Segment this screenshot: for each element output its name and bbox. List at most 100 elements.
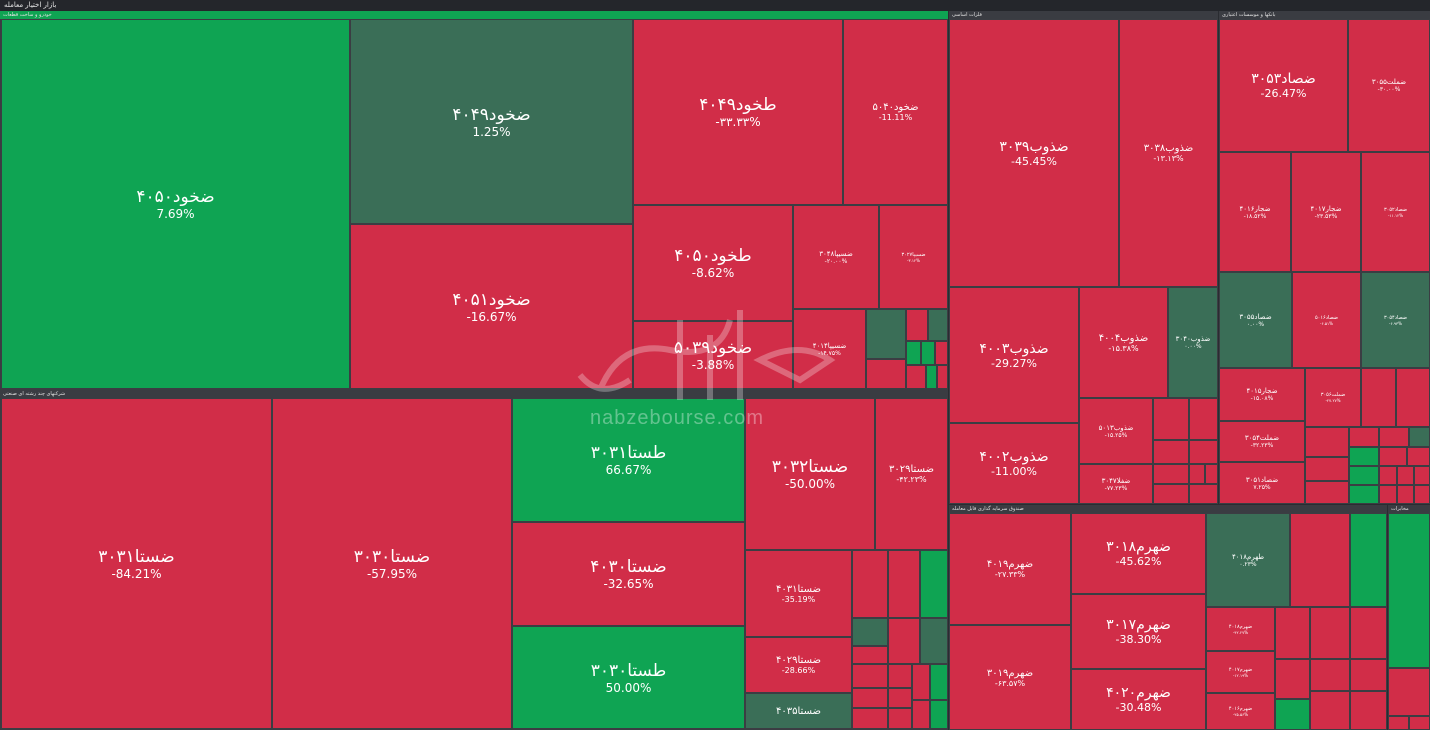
tile-small[interactable] (1189, 440, 1218, 464)
tile-tkhod4049[interactable]: طخود۴۰۴۹ -۳۳.۳۳% (633, 19, 843, 205)
tile-small[interactable] (852, 688, 888, 708)
tile-small[interactable] (1305, 427, 1349, 457)
tile-small[interactable] (1153, 484, 1189, 504)
tile-zohrom3017[interactable]: ضهرم۳۰۱۷ -38.30% (1071, 594, 1206, 669)
tile-zohrom4019[interactable]: ضهرم۴۰۱۹ -۲۷.۳۳% (949, 513, 1071, 625)
tile-tohrom4018[interactable]: طهرم۴۰۱۸ ۰.۲۳% (1206, 513, 1290, 607)
tile-small[interactable] (1349, 485, 1379, 504)
tile-small[interactable] (1350, 513, 1387, 607)
tile-zjar4017[interactable]: ضجار۴۰۱۷ -۲۳.۵۳% (1291, 152, 1361, 272)
tile-zohrom3019[interactable]: ضهرم۳۰۱۹ -۶۳.۵۷% (949, 625, 1071, 730)
tile-small[interactable] (1153, 464, 1189, 484)
tile-small[interactable] (1153, 398, 1189, 440)
tile-small[interactable] (1379, 447, 1407, 466)
tile-small[interactable] (852, 664, 888, 688)
tile-small[interactable] (1379, 466, 1397, 485)
tile-small[interactable] (1275, 699, 1310, 730)
tile-zohrom4018[interactable]: ضهرم۴۰۱۸ -۴۲.۲۷% (1206, 607, 1275, 651)
tile-small[interactable] (888, 618, 920, 664)
tile-zsipa3027[interactable]: ضسیپا۳۰۲۷ -۳.۱۲% (879, 205, 948, 309)
tile-small[interactable] (1349, 447, 1379, 466)
tile-small[interactable] (1290, 513, 1350, 607)
tile-zkhod5040[interactable]: ضخود۵۰۴۰ -11.11% (843, 19, 948, 205)
tile-small[interactable] (1349, 466, 1379, 485)
tile-zkhod5039[interactable]: ضخود۵۰۳۹ -3.88% (633, 321, 793, 389)
tile-zsta4035[interactable]: ضستا۴۰۳۵ (745, 693, 852, 729)
tile-small[interactable] (1388, 716, 1409, 730)
tile-small[interactable] (1397, 485, 1414, 504)
tile-zkhod4049[interactable]: ضخود۴۰۴۹ 1.25% (350, 19, 633, 224)
tile-small[interactable] (852, 708, 888, 729)
tile-small[interactable] (1189, 484, 1218, 504)
tile-zzob4003[interactable]: ضذوب۴۰۰۳ -29.27% (949, 287, 1079, 423)
tile-zohrom3018[interactable]: ضهرم۳۰۱۸ -45.62% (1071, 513, 1206, 594)
tile-zzob3038[interactable]: ضذوب۳۰۳۸ -۱۳.۱۳% (1119, 19, 1218, 287)
tile-small[interactable] (935, 341, 948, 365)
tile-small[interactable] (1361, 368, 1396, 427)
tile-small[interactable] (1350, 607, 1387, 659)
tile-zjar4016[interactable]: ضجار۴۰۱۶ -۱۸.۵۲% (1219, 152, 1291, 272)
tile-zzob3040[interactable]: ضذوب۳۰۴۰ ۰.۰۰% (1168, 287, 1218, 398)
tile-small[interactable] (1407, 447, 1430, 466)
tile-zohrom4020[interactable]: ضهرم۴۰۲۰ -30.48% (1071, 669, 1206, 730)
tile-zsta4031[interactable]: ضستا۴۰۳۱ -35.19% (745, 550, 852, 637)
tile-small[interactable] (1397, 466, 1414, 485)
tile-small[interactable] (1189, 398, 1218, 440)
tile-small[interactable] (1414, 466, 1430, 485)
tile-zohrom4016[interactable]: ضهرم۴۰۱۶ -۲۵.۵۶% (1206, 693, 1275, 730)
tile-small[interactable] (1310, 659, 1350, 691)
tile-small[interactable] (888, 550, 920, 618)
tile-zsta3029[interactable]: ضستا۳۰۲۹ -۴۲.۲۳% (875, 398, 948, 550)
tile-zmelt3054[interactable]: ضملت۳۰۵۴ -۳۲.۲۳% (1219, 421, 1305, 462)
tile-small[interactable] (1275, 659, 1310, 699)
tile-zmelt3055[interactable]: ضملت۳۰۵۵ -۳۰.۰۰% (1348, 19, 1430, 152)
tile-small[interactable] (1396, 368, 1430, 427)
tile-zsad5016[interactable]: ضصاد۵۰۱۶ -۶.۵۱% (1292, 272, 1361, 368)
tile-zsta4029[interactable]: ضستا۴۰۲۹ -28.66% (745, 637, 852, 693)
tile-small[interactable] (866, 309, 906, 359)
tile-small[interactable] (1350, 659, 1387, 691)
tile-small[interactable] (1414, 485, 1430, 504)
tile-zfola3047[interactable]: ضفلا۳۰۴۷ -۷۷.۲۳% (1079, 464, 1153, 504)
tile-zsad3052[interactable]: ضصاد۳۰۵۲ -۱۱.۱۲% (1361, 152, 1430, 272)
tile-small[interactable] (1305, 481, 1349, 504)
tile-zsipa4014[interactable]: ضسیپا۴۰۱۴ -۱۴.۷۵% (793, 309, 866, 389)
tile-zsta4030[interactable]: ضستا۴۰۳۰ -32.65% (512, 522, 745, 626)
tile-zsad3053[interactable]: ضصاد۳۰۵۳ -26.47% (1219, 19, 1348, 152)
tile-small[interactable] (906, 309, 928, 341)
tile-small[interactable] (1350, 691, 1387, 730)
tile-zsta3032[interactable]: ضستا۳۰۳۲ -50.00% (745, 398, 875, 550)
tile-zkhod4051[interactable]: ضخود۴۰۵۱ -16.67% (350, 224, 633, 389)
tile-small[interactable] (1310, 691, 1350, 730)
tile-tkhod4050[interactable]: طخود۴۰۵۰ -8.62% (633, 205, 793, 321)
tile-small[interactable] (912, 664, 930, 700)
tile-zzob3039[interactable]: ضذوب۳۰۳۹ -45.45% (949, 19, 1119, 287)
tile-small[interactable] (930, 700, 948, 729)
tile-zkhod4050[interactable]: ضخود۴۰۵۰ 7.69% (1, 19, 350, 389)
tile-zsta3030[interactable]: ضستا۳۰۳۰ -57.95% (272, 398, 512, 729)
tile-tsta3030[interactable]: طستا۳۰۳۰ 50.00% (512, 626, 745, 729)
tile-zzob5013[interactable]: ضذوب۵۰۱۳ -۱۵.۲۵% (1079, 398, 1153, 464)
tile-small[interactable] (852, 618, 888, 646)
tile-comm-second[interactable] (1388, 668, 1430, 716)
tile-zsta3031[interactable]: ضستا۳۰۳۱ -84.21% (1, 398, 272, 729)
tile-small[interactable] (1305, 457, 1349, 481)
tile-zmelt3056[interactable]: ضملت۳۰۵۶ -۲۷.۲۷% (1305, 368, 1361, 427)
tile-small[interactable] (920, 550, 948, 618)
tile-small[interactable] (1189, 464, 1205, 484)
tile-small[interactable] (1349, 427, 1379, 447)
tile-small[interactable] (1379, 485, 1397, 504)
tile-zzob4004[interactable]: ضذوب۴۰۰۴ -۱۵.۳۸% (1079, 287, 1168, 398)
tile-small[interactable] (930, 664, 948, 700)
tile-comm-main[interactable] (1388, 513, 1430, 668)
tile-small[interactable] (906, 341, 921, 365)
tile-zohrom4017[interactable]: ضهرم۴۰۱۷ -۱۲.۱۹% (1206, 651, 1275, 693)
tile-small[interactable] (1409, 716, 1430, 730)
tile-small[interactable] (866, 359, 906, 389)
tile-small[interactable] (906, 365, 926, 389)
tile-small[interactable] (926, 365, 937, 389)
tile-small[interactable] (888, 688, 912, 708)
tile-small[interactable] (920, 618, 948, 664)
tile-zsad3054[interactable]: ضصاد۳۰۵۴ -۶.۹۳% (1361, 272, 1430, 368)
tile-small[interactable] (888, 708, 912, 729)
